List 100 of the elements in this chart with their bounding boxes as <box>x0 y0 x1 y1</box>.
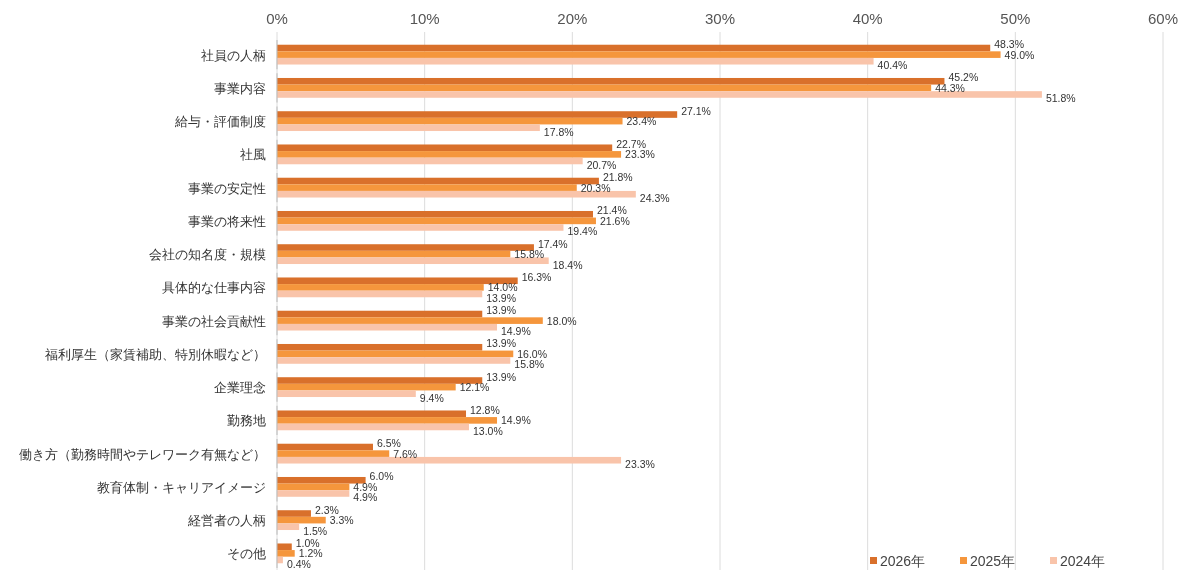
x-tick-label: 30% <box>704 10 736 27</box>
data-label: 23.4% <box>626 115 657 128</box>
data-label: 4.9% <box>353 491 378 504</box>
data-label: 3.3% <box>329 514 354 527</box>
bar <box>277 476 366 484</box>
y-tick-label: 勤務地 <box>227 413 266 429</box>
data-label: 27.1% <box>681 104 711 117</box>
bar <box>277 151 622 158</box>
data-label: 1.2% <box>298 547 323 560</box>
bar <box>277 456 622 464</box>
data-label: 13.9% <box>486 291 517 304</box>
data-label: 21.4% <box>597 204 627 217</box>
bar <box>277 343 483 351</box>
data-label: 9.4% <box>419 391 444 404</box>
x-tick-label: 0% <box>266 10 288 27</box>
bar <box>277 44 991 52</box>
bar <box>277 84 932 92</box>
data-label: 15.8% <box>514 358 545 371</box>
data-label: 21.6% <box>599 214 630 227</box>
data-label: 2.3% <box>314 503 339 516</box>
data-label: 13.9% <box>486 370 517 383</box>
bar <box>277 310 483 318</box>
data-label: 13.0% <box>472 424 503 437</box>
data-label: 1.0% <box>295 536 320 549</box>
bar <box>277 543 292 551</box>
data-label: 51.8% <box>1045 92 1076 105</box>
data-label: 17.4% <box>537 237 568 250</box>
bar <box>277 284 484 291</box>
bar <box>277 91 1042 98</box>
data-label: 14.9% <box>501 325 531 338</box>
bar <box>277 443 373 451</box>
y-tick-label: 事業の安定性 <box>188 180 266 196</box>
data-label: 48.3% <box>994 38 1025 51</box>
bar <box>277 550 295 557</box>
data-label: 16.3% <box>521 270 552 283</box>
data-label: 44.3% <box>935 81 965 94</box>
bar <box>277 51 1001 58</box>
bar <box>277 224 564 231</box>
bar <box>277 244 534 251</box>
bar <box>277 357 511 364</box>
data-label: 40.4% <box>877 59 908 72</box>
data-label: 21.8% <box>602 171 633 184</box>
y-tick-label: 具体的な仕事内容 <box>162 280 266 296</box>
y-tick-label: 社風 <box>240 147 266 163</box>
bar <box>277 350 514 358</box>
y-tick-label: 企業理念 <box>214 380 266 396</box>
bar <box>277 217 596 225</box>
bar <box>277 323 498 331</box>
data-label: 12.1% <box>459 381 490 394</box>
bar <box>277 157 583 165</box>
data-label: 6.0% <box>369 470 394 483</box>
bar <box>277 390 416 398</box>
data-label: 20.3% <box>580 181 611 194</box>
data-label: 45.2% <box>948 71 979 84</box>
data-label: 13.9% <box>486 304 517 317</box>
data-label: 23.3% <box>625 148 655 161</box>
data-label: 14.0% <box>487 281 518 294</box>
legend-label: 2025年 <box>970 553 1016 569</box>
x-tick-label: 10% <box>409 10 440 27</box>
data-label: 18.4% <box>552 258 583 271</box>
bar <box>277 423 469 431</box>
bar <box>277 410 467 418</box>
data-label: 6.5% <box>376 437 401 450</box>
bar <box>277 417 498 424</box>
bar <box>277 184 577 191</box>
data-label: 13.9% <box>486 337 517 350</box>
data-label: 1.5% <box>303 524 328 537</box>
data-label: 19.4% <box>567 225 598 238</box>
y-tick-label: 社員の人柄 <box>201 47 266 63</box>
y-tick-label: 教育体制・キャリアイメージ <box>97 479 266 495</box>
y-tick-label: 事業の将来性 <box>188 213 266 229</box>
bar <box>277 523 300 531</box>
bar <box>277 57 874 65</box>
y-tick-label: 事業内容 <box>214 80 266 96</box>
bar <box>277 377 483 384</box>
data-label: 49.0% <box>1004 48 1035 61</box>
legend-label: 2024年 <box>1060 553 1106 569</box>
data-label: 16.0% <box>517 347 548 360</box>
x-tick-label: 60% <box>1147 10 1179 27</box>
bar <box>277 250 511 258</box>
x-tick-label: 20% <box>557 10 588 27</box>
bar <box>277 510 311 517</box>
data-label: 18.0% <box>546 314 577 327</box>
bar <box>277 210 594 218</box>
y-tick-label: 給与・評価制度 <box>174 114 266 130</box>
data-label: 23.3% <box>625 458 655 471</box>
bar <box>277 383 456 391</box>
bar <box>277 190 636 198</box>
bar <box>277 290 483 298</box>
bar <box>277 117 623 125</box>
y-tick-label: 働き方（勤務時間やテレワーク有無など） <box>19 446 266 462</box>
x-tick-label: 40% <box>852 10 883 27</box>
data-label: 14.9% <box>501 414 531 427</box>
bar <box>277 111 678 118</box>
bar <box>277 490 350 497</box>
bar <box>277 77 945 85</box>
y-tick-label: その他 <box>227 546 266 562</box>
data-label: 24.3% <box>639 192 670 205</box>
bar <box>277 317 543 324</box>
bar <box>277 277 518 285</box>
